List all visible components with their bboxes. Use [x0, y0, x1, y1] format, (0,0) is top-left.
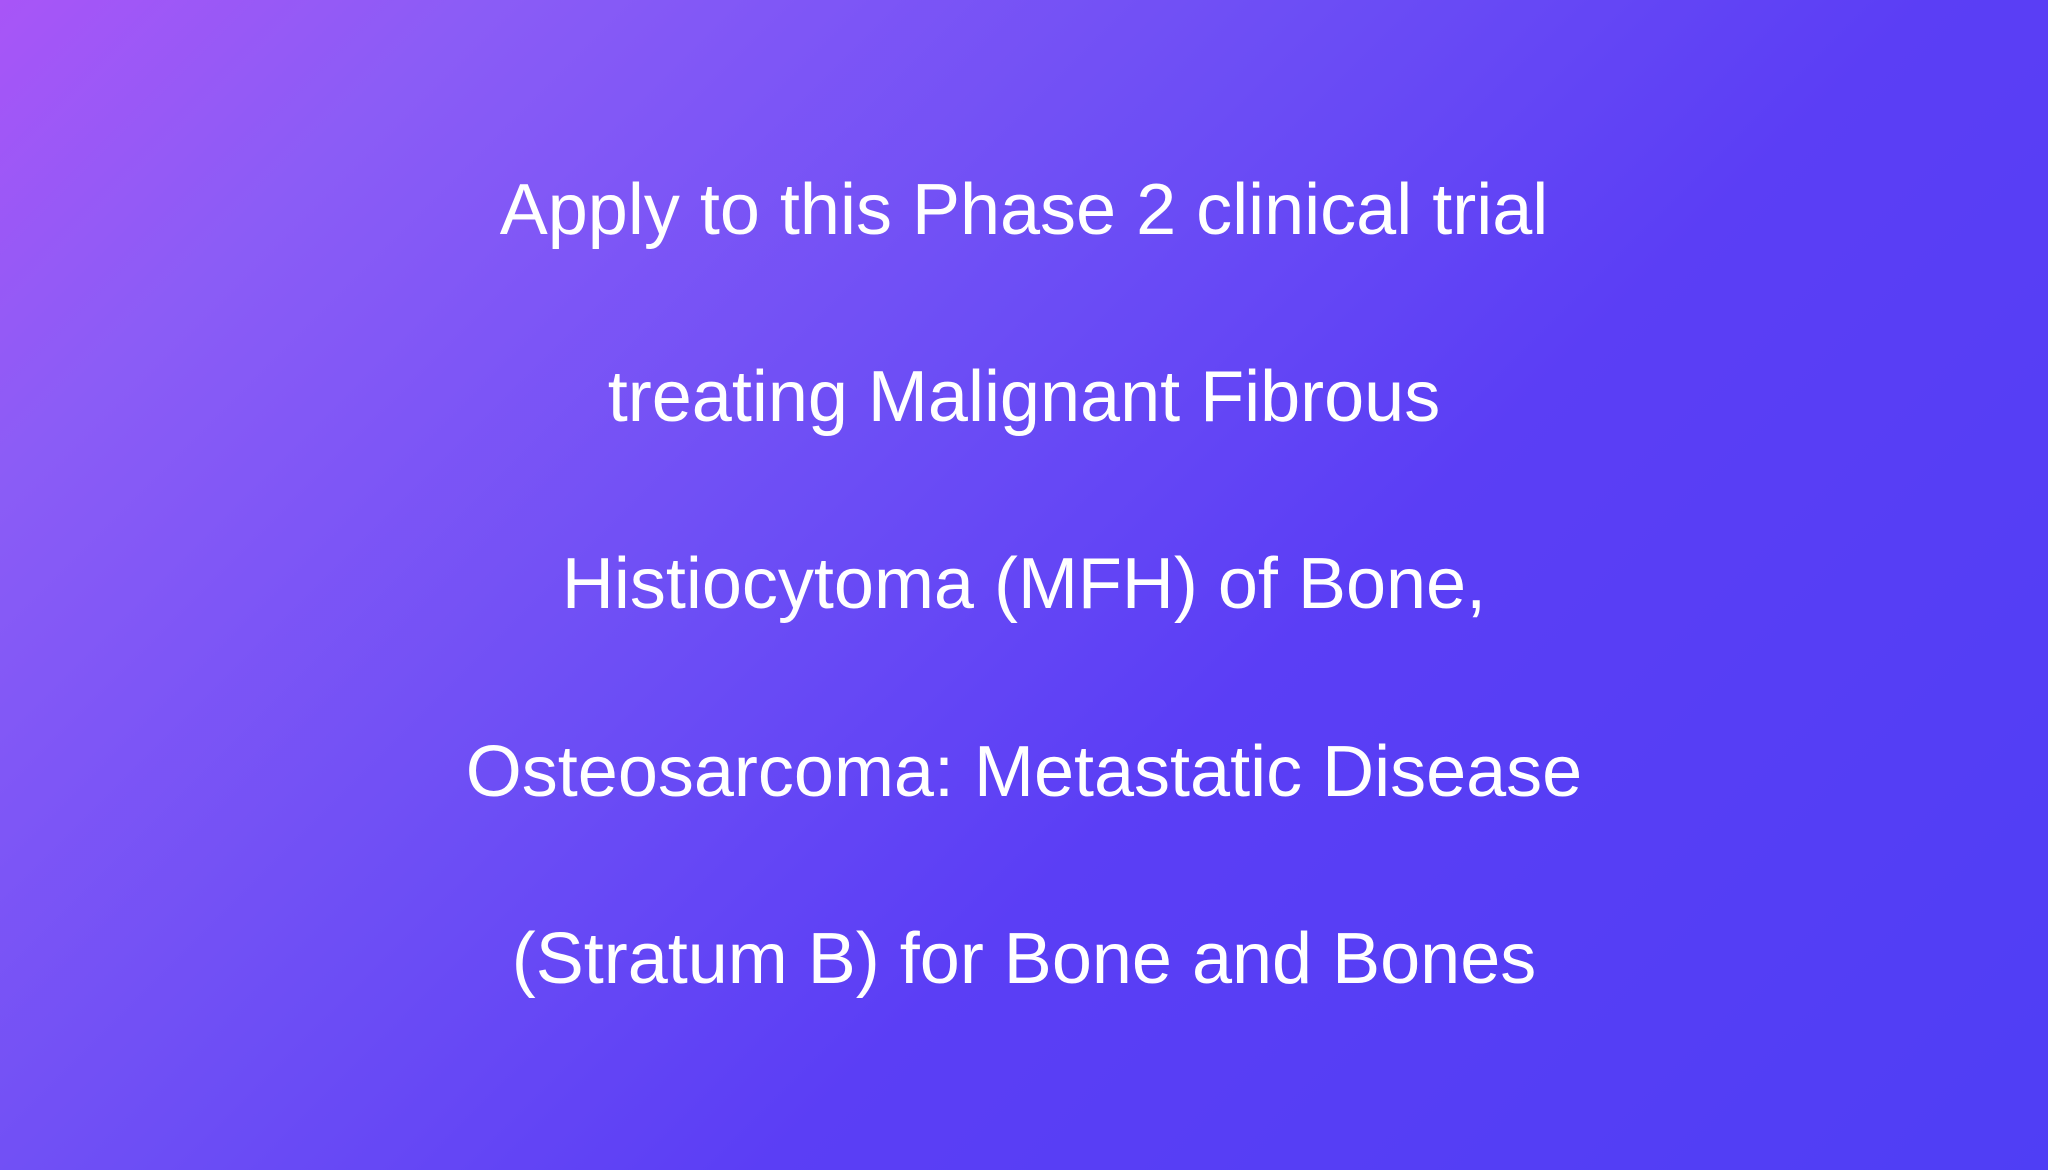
banner-line-3: Histiocytoma (MFH) of Bone,: [466, 491, 1582, 678]
banner-line-1: Apply to this Phase 2 clinical trial: [466, 117, 1582, 304]
banner-line-5: (Stratum B) for Bone and Bones: [466, 866, 1582, 1053]
banner-line-4: Osteosarcoma: Metastatic Disease: [466, 679, 1582, 866]
banner-text-block: Apply to this Phase 2 clinical trial tre…: [426, 117, 1622, 1053]
banner-line-2: treating Malignant Fibrous: [466, 304, 1582, 491]
